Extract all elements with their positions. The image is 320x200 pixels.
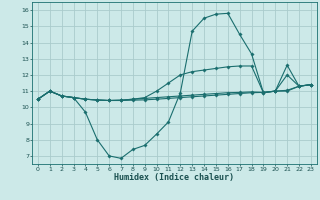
- X-axis label: Humidex (Indice chaleur): Humidex (Indice chaleur): [115, 173, 234, 182]
